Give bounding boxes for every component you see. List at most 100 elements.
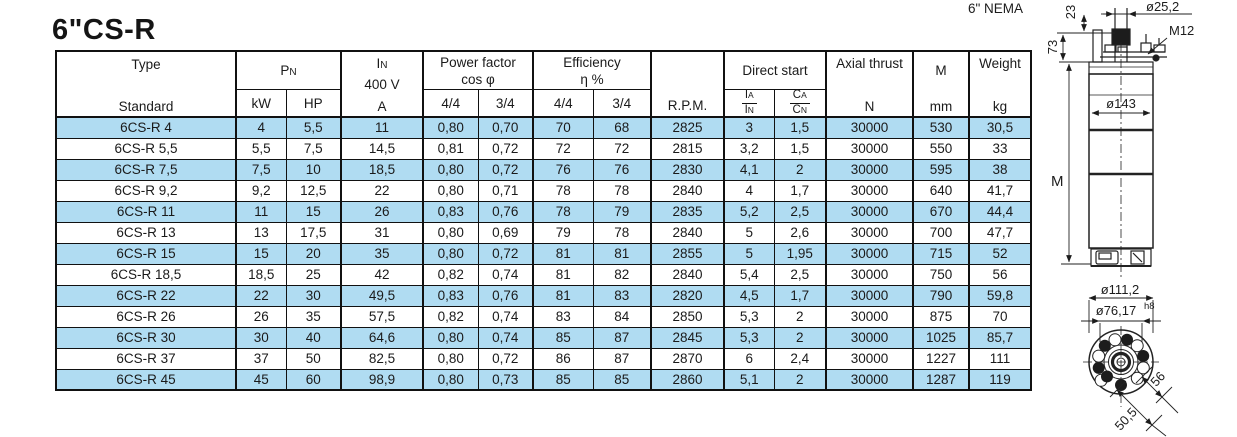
cell-value: 30000 (825, 242, 913, 264)
cell-value: 715 (912, 242, 969, 264)
cell-value: 0,76 (477, 200, 533, 222)
cell-value: 13 (235, 221, 286, 243)
cell-type: 6CS-R 9,2 (56, 179, 236, 201)
cell-value: 81 (532, 242, 593, 264)
cell-value: 76 (532, 158, 593, 180)
cell-value: 6 (723, 347, 774, 369)
cell-value: 0,80 (422, 347, 478, 369)
header-eff-partial: 3/4 (592, 89, 651, 117)
header-weight: Weight kg (968, 50, 1031, 117)
header-axial-thrust: Axial thrust N (825, 50, 913, 117)
cell-value: 0,80 (422, 326, 478, 348)
cell-value: 1,7 (773, 284, 826, 306)
cell-value: 76 (592, 158, 651, 180)
cell-value: 85 (592, 368, 651, 390)
header-power-factor: Power factor cos φ (422, 50, 533, 90)
cell-value: 2,6 (773, 221, 826, 243)
cell-value: 86 (532, 347, 593, 369)
cell-value: 5,1 (723, 368, 774, 390)
cell-value: 700 (912, 221, 969, 243)
cell-value: 0,74 (477, 326, 533, 348)
cell-value: 81 (532, 263, 593, 285)
cell-value: 640 (912, 179, 969, 201)
dim-label-23: 23 (1063, 5, 1078, 19)
table-header: Type Standard PN IN 400 V A Power factor… (56, 50, 1031, 117)
cell-value: 30,5 (968, 116, 1031, 138)
cell-value: 35 (285, 305, 341, 327)
cell-type: 6CS-R 18,5 (56, 263, 236, 285)
cell-value: 22 (235, 284, 286, 306)
cell-value: 78 (532, 200, 593, 222)
cell-value: 17,5 (285, 221, 341, 243)
cell-value: 875 (912, 305, 969, 327)
cell-value: 550 (912, 137, 969, 159)
cell-value: 78 (532, 179, 593, 201)
sensor-dot (1152, 54, 1160, 62)
cell-value: 5,4 (723, 263, 774, 285)
header-current: IN 400 V A (340, 50, 423, 117)
cell-value: 2850 (650, 305, 724, 327)
cell-value: 38 (968, 158, 1031, 180)
cell-value: 3 (723, 116, 774, 138)
cell-value: 2,5 (773, 200, 826, 222)
cell-value: 20 (285, 242, 341, 264)
dim-label-spigot-diameter: ø76,17 (1096, 303, 1136, 318)
cell-type: 6CS-R 30 (56, 326, 236, 348)
cell-value: 2845 (650, 326, 724, 348)
cell-value: 15 (285, 200, 341, 222)
cell-value: 64,6 (340, 326, 423, 348)
cell-value: 2840 (650, 179, 724, 201)
cell-value: 44,4 (968, 200, 1031, 222)
cell-value: 2 (773, 326, 826, 348)
cell-value: 37 (235, 347, 286, 369)
cell-value: 0,80 (422, 368, 478, 390)
cell-value: 0,73 (477, 368, 533, 390)
cell-value: 530 (912, 116, 969, 138)
cell-value: 25 (285, 263, 341, 285)
cell-value: 2815 (650, 137, 724, 159)
cell-value: 4,1 (723, 158, 774, 180)
cell-value: 0,80 (422, 158, 478, 180)
cell-type: 6CS-R 4 (56, 116, 236, 138)
cell-value: 40 (285, 326, 341, 348)
cell-value: 2 (773, 305, 826, 327)
table-row: 6CS-R 7,5 7,5 10 18,5 0,80 0,72 76 76 2830 4,1 2 30… (56, 158, 1031, 180)
header-hp: HP (285, 89, 341, 117)
cell-value: 2835 (650, 200, 724, 222)
cell-value: 50 (285, 347, 341, 369)
cell-value: 790 (912, 284, 969, 306)
cell-value: 0,83 (422, 200, 478, 222)
cell-value: 2820 (650, 284, 724, 306)
cell-value: 750 (912, 263, 969, 285)
cell-value: 5,3 (723, 305, 774, 327)
cell-value: 5,5 (285, 116, 341, 138)
cell-value: 1,5 (773, 116, 826, 138)
cell-type: 6CS-R 26 (56, 305, 236, 327)
dim-label-73: 73 (1045, 40, 1060, 54)
header-efficiency: Efficiency η % (532, 50, 651, 90)
cell-value: 30000 (825, 179, 913, 201)
cell-value: 72 (532, 137, 593, 159)
cell-value: 2840 (650, 221, 724, 243)
cell-value: 70 (968, 305, 1031, 327)
side-view-dimensions (1057, 11, 1192, 265)
table-row: 6CS-R 30 30 40 64,6 0,80 0,74 85 87 2845 5,3 2 3000… (56, 326, 1031, 348)
cell-value: 4 (235, 116, 286, 138)
cell-value: 30000 (825, 305, 913, 327)
cell-value: 2830 (650, 158, 724, 180)
cell-value: 7,5 (285, 137, 341, 159)
cell-value: 47,7 (968, 221, 1031, 243)
cell-type: 6CS-R 7,5 (56, 158, 236, 180)
dim-label-shaft-diameter: ø25,2 (1146, 0, 1179, 14)
dim-label-body-diameter: ø143 (1106, 96, 1136, 111)
cell-value: 595 (912, 158, 969, 180)
cell-value: 79 (592, 200, 651, 222)
motor-dimension-drawing: 6" NEMA (968, 0, 1194, 437)
cell-value: 81 (532, 284, 593, 306)
cell-value: 11 (340, 116, 423, 138)
cell-value: 5 (723, 242, 774, 264)
cell-value: 30000 (825, 284, 913, 306)
cell-value: 5,3 (723, 326, 774, 348)
cell-value: 0,83 (422, 284, 478, 306)
cell-value: 18,5 (235, 263, 286, 285)
